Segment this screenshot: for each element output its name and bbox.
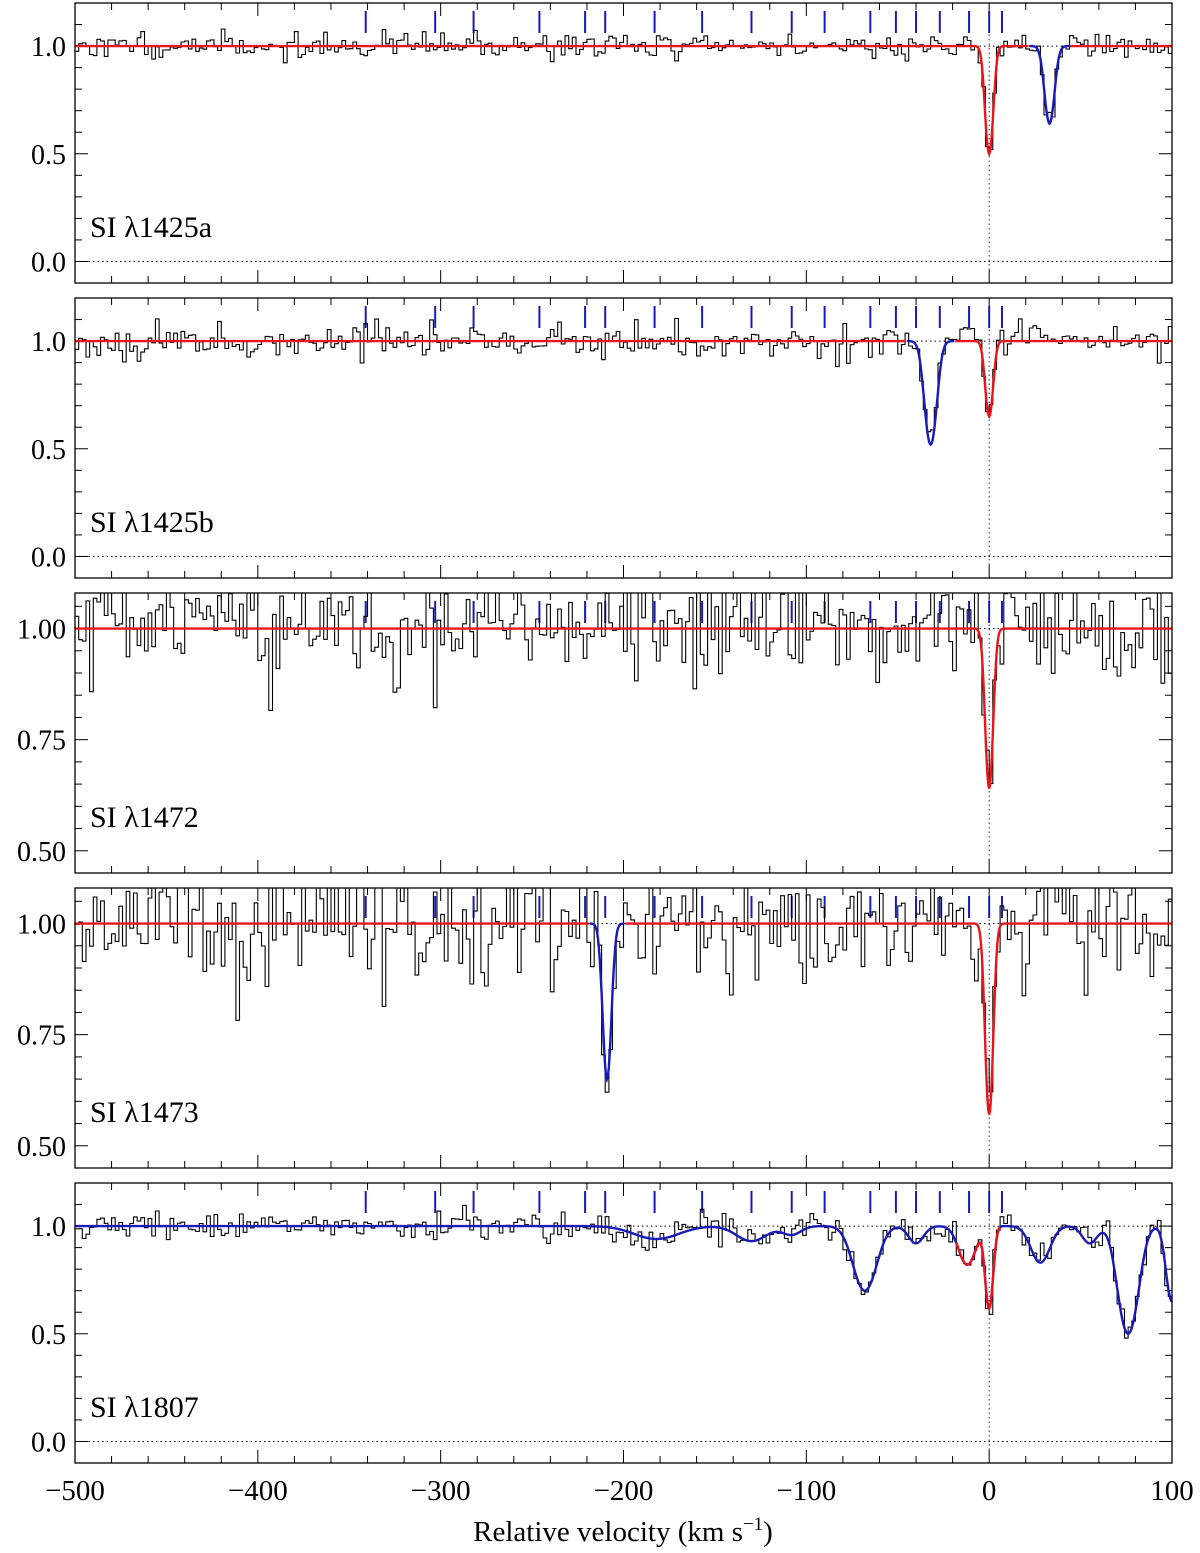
- spectrum-data: [75, 317, 1172, 433]
- panel-label: SI λ1425a: [90, 211, 212, 244]
- y-tick-label: 0.50: [17, 1132, 66, 1163]
- panel-3: 0.50 0.75 1.00 SI λ1472: [17, 592, 1173, 874]
- panel-5: 0.0 0.5 1.0 SI λ1807: [31, 1182, 1173, 1464]
- panel-frame: [74, 1182, 1173, 1464]
- y-tick-label: 1.00: [17, 615, 66, 646]
- y-tick-label: 0.0: [31, 542, 66, 573]
- y-tick-label: 0.50: [17, 837, 66, 868]
- y-tick-label: 1.00: [17, 910, 66, 941]
- fit-main-component: [955, 1226, 1002, 1312]
- panel-frame: [74, 592, 1173, 874]
- x-tick-label: −400: [228, 1475, 288, 1507]
- x-tick-label: 100: [1150, 1475, 1194, 1507]
- panel-frame: [74, 297, 1173, 579]
- panel-frame: [74, 2, 1173, 284]
- panel-label: SI λ1473: [90, 1096, 199, 1129]
- x-tick-label: −200: [594, 1475, 654, 1507]
- panel-1: 0.0 0.5 1.0 SI λ1425a: [31, 2, 1173, 284]
- fit-main-component: [75, 339, 1172, 420]
- panel-label: SI λ1425b: [90, 506, 214, 539]
- spectrum-data: [75, 593, 1172, 784]
- y-tick-label: 0.5: [31, 435, 66, 466]
- y-tick-label: 1.0: [31, 1212, 66, 1243]
- x-tick-label: −500: [45, 1475, 105, 1507]
- panel-label: SI λ1472: [90, 801, 199, 834]
- x-tick-label: −300: [411, 1475, 471, 1507]
- panel-label: SI λ1807: [90, 1391, 199, 1424]
- fit-other-components: [906, 339, 955, 447]
- fit-main-component: [75, 922, 1172, 1115]
- x-tick-label: −100: [776, 1475, 836, 1507]
- y-tick-label: 0.0: [31, 247, 66, 278]
- y-tick-label: 1.0: [31, 327, 66, 358]
- x-axis: −500 −400 −300 −200 −100 0 100: [45, 1475, 1194, 1507]
- y-tick-label: 0.75: [17, 1021, 66, 1052]
- fit-other-components: [589, 922, 625, 1084]
- fit-other-components: [1029, 44, 1070, 126]
- y-tick-label: 0.0: [31, 1427, 66, 1458]
- y-tick-label: 0.5: [31, 1320, 66, 1351]
- y-tick-label: 0.5: [31, 140, 66, 171]
- x-axis-label: Relative velocity (km s−1): [473, 1514, 773, 1548]
- panel-4: 0.50 0.75 1.00 SI λ1473: [17, 887, 1173, 1169]
- panel-2: 0.0 0.5 1.0 SI λ1425b: [31, 297, 1173, 579]
- x-tick-label: 0: [982, 1475, 997, 1507]
- spectrum-data: [75, 888, 1172, 1093]
- y-tick-label: 0.75: [17, 726, 66, 757]
- y-tick-label: 1.0: [31, 32, 66, 63]
- fit-main-component: [75, 627, 1172, 789]
- fit-main-component: [75, 44, 1172, 158]
- fit-other-components: [75, 1224, 1172, 1336]
- panel-frame: [74, 887, 1173, 1169]
